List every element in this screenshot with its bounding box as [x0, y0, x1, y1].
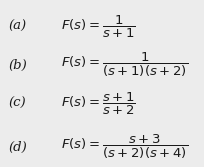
Text: $F(s)=\dfrac{1}{(s+1)(s+2)}$: $F(s)=\dfrac{1}{(s+1)(s+2)}$ — [61, 51, 188, 79]
Text: $F(s)=\dfrac{s+3}{(s+2)(s+4)}$: $F(s)=\dfrac{s+3}{(s+2)(s+4)}$ — [61, 133, 188, 161]
Text: (a): (a) — [8, 20, 26, 33]
Text: (d): (d) — [8, 140, 27, 153]
Text: (b): (b) — [8, 59, 27, 72]
Text: $F(s)=\dfrac{s+1}{s+2}$: $F(s)=\dfrac{s+1}{s+2}$ — [61, 91, 136, 117]
Text: (c): (c) — [8, 97, 26, 110]
Text: $F(s)=\dfrac{1}{s+1}$: $F(s)=\dfrac{1}{s+1}$ — [61, 14, 136, 40]
